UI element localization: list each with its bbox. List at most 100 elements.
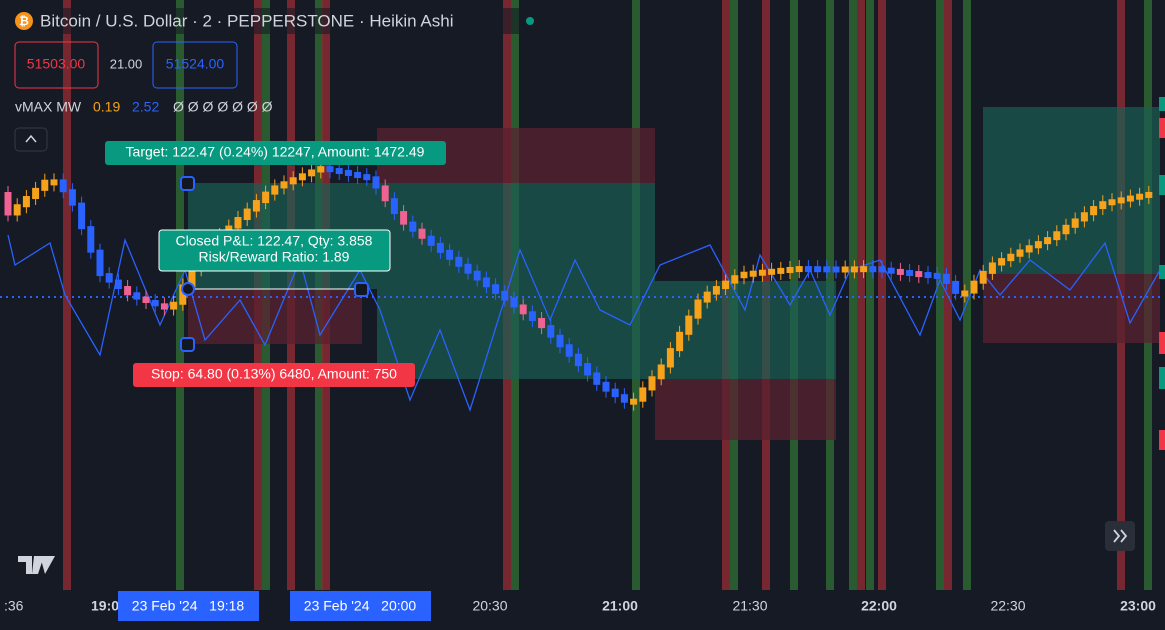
- handle[interactable]: [354, 282, 369, 297]
- candle: [952, 280, 960, 294]
- candle: [712, 286, 720, 295]
- candle: [418, 228, 426, 239]
- candle: [620, 394, 628, 403]
- stripe: [936, 0, 944, 590]
- candle: [436, 242, 444, 253]
- candle: [400, 211, 408, 225]
- time-highlight: [290, 591, 431, 621]
- candle: [887, 267, 895, 274]
- candle: [1025, 245, 1033, 253]
- candle: [510, 297, 518, 308]
- time-labels: :36 19:0 20:30 21:00 21:30 22:00 22:30 2…: [4, 591, 1156, 621]
- candle: [1034, 241, 1042, 249]
- candle: [777, 267, 785, 274]
- stripe: [849, 0, 857, 590]
- marker: [1159, 332, 1165, 354]
- candle: [565, 344, 573, 357]
- candle: [105, 273, 113, 283]
- symbol-title[interactable]: Bitcoin / U.S. Dollar · 2 · PEPPERSTONE …: [40, 11, 453, 30]
- time-label: 23:00: [1120, 598, 1156, 614]
- buy-button[interactable]: [152, 41, 238, 89]
- btc-icon: [15, 12, 33, 30]
- collapse-icon: [25, 134, 37, 143]
- closed-label-box: [158, 229, 391, 272]
- candle: [841, 266, 849, 273]
- candle: [298, 173, 306, 181]
- stop-label: Stop: 64.80 (0.13%) 6480, Amount: 750: [151, 366, 397, 382]
- sell-price: 51503.00: [27, 56, 86, 72]
- candle: [234, 217, 242, 229]
- candle: [271, 185, 279, 195]
- tv-logo: [18, 556, 55, 574]
- candle: [915, 271, 923, 278]
- time-label: 19:0: [91, 598, 119, 614]
- candle: [482, 277, 490, 288]
- candle: [501, 290, 509, 301]
- candle: [124, 285, 132, 296]
- candle: [1126, 195, 1134, 202]
- scroll-icon: [1113, 529, 1128, 543]
- candle: [188, 267, 196, 288]
- target-zone: [983, 107, 1160, 274]
- indicator-name[interactable]: vMAX MW: [15, 99, 82, 115]
- time-label: 22:30: [990, 598, 1025, 614]
- candle: [639, 387, 647, 402]
- collapse-button[interactable]: [14, 127, 48, 152]
- candle: [344, 169, 352, 176]
- candle: [676, 331, 684, 352]
- candle: [648, 376, 656, 391]
- candle: [390, 198, 398, 215]
- candle: [381, 185, 389, 202]
- candle: [289, 177, 297, 185]
- time-label: 20:30: [472, 598, 507, 614]
- candle: [547, 325, 555, 338]
- candle: [1117, 197, 1125, 204]
- market-status: [526, 17, 534, 25]
- candle: [335, 168, 343, 175]
- candle: [584, 363, 592, 376]
- candle: [860, 266, 868, 273]
- candle: [170, 301, 178, 310]
- stripe: [866, 0, 874, 590]
- rr-label: Risk/Reward Ratio: 1.89: [199, 249, 350, 265]
- candle: [786, 266, 794, 273]
- candle: [317, 166, 325, 173]
- candle: [4, 192, 12, 216]
- handle[interactable]: [180, 337, 195, 352]
- candle: [556, 334, 564, 348]
- candle: [1108, 199, 1116, 206]
- candle: [666, 348, 674, 368]
- handle[interactable]: [180, 176, 195, 191]
- candle: [519, 304, 527, 315]
- marker: [1159, 367, 1165, 389]
- candle: [804, 266, 812, 273]
- candle: [823, 266, 831, 273]
- candle: [740, 271, 748, 279]
- candles: [4, 160, 1153, 411]
- candle: [50, 179, 58, 186]
- candle: [372, 176, 380, 189]
- candle: [1016, 249, 1024, 257]
- candle: [96, 249, 104, 277]
- candle: [114, 279, 122, 289]
- candle: [528, 311, 536, 321]
- sell-button[interactable]: [14, 41, 99, 89]
- candle: [832, 266, 840, 273]
- candle: [409, 221, 417, 232]
- candle: [354, 172, 362, 179]
- indicator-value: 0.19: [93, 99, 120, 115]
- time-highlight-label: 23 Feb '24 19:18: [132, 598, 245, 614]
- candle: [243, 208, 251, 221]
- time-label: 21:30: [732, 598, 767, 614]
- candle: [160, 303, 168, 310]
- candle: [363, 174, 371, 181]
- candle: [694, 299, 702, 319]
- marker: [1159, 118, 1165, 138]
- candle: [896, 268, 904, 275]
- handle[interactable]: [181, 282, 195, 296]
- candle: [1136, 193, 1144, 200]
- closed-pnl-label: Closed P&L: 122.47, Qty: 3.858: [176, 233, 373, 249]
- candle: [427, 235, 435, 246]
- candle: [611, 388, 619, 398]
- stripe: [878, 0, 886, 590]
